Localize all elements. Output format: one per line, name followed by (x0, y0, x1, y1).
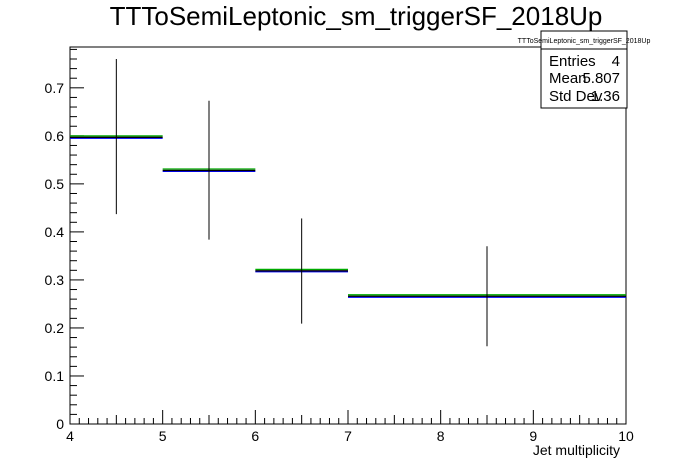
y-tick-label: 0.1 (45, 368, 65, 384)
y-tick-label: 0.6 (45, 128, 65, 144)
y-tick-label: 0.2 (45, 320, 65, 336)
histogram-bins (70, 59, 626, 347)
stats-box-title: TTToSemiLeptonic_sm_triggerSF_2018Up (518, 38, 651, 45)
stats-stddev-value: 1.36 (591, 88, 620, 105)
x-tick-label: 7 (344, 428, 352, 444)
y-axis: 0 0.1 0.2 0.3 0.4 0.5 0.6 0.7 (45, 48, 84, 432)
stats-stddev-label: Std Dev (549, 88, 603, 105)
chart-title: TTToSemiLeptonic_sm_triggerSF_2018Up (110, 1, 603, 31)
y-tick-label: 0.7 (45, 80, 65, 96)
x-tick-label: 5 (159, 428, 167, 444)
stats-mean-value: 5.807 (582, 70, 620, 87)
y-tick-label: 0.3 (45, 272, 65, 288)
stats-entries-label: Entries (549, 53, 596, 70)
y-tick-label: 0.5 (45, 176, 65, 192)
stats-mean-label: Mean (549, 70, 587, 87)
x-tick-label: 8 (437, 428, 445, 444)
x-tick-label: 4 (66, 428, 74, 444)
stats-box: TTToSemiLeptonic_sm_triggerSF_2018Up Ent… (518, 30, 651, 109)
x-axis: 4 5 6 7 8 9 10 (66, 410, 634, 444)
stats-box-frame (540, 30, 628, 109)
x-axis-label: Jet multiplicity (533, 442, 620, 458)
x-tick-label: 6 (251, 428, 259, 444)
x-tick-label: 9 (529, 428, 537, 444)
x-tick-label: 10 (618, 428, 634, 444)
stats-entries-value: 4 (612, 53, 620, 70)
y-tick-label: 0.4 (45, 224, 65, 240)
y-tick-label: 0 (56, 416, 64, 432)
